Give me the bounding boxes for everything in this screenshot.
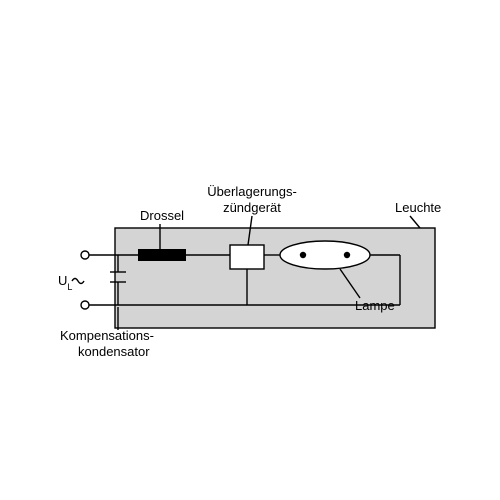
label-zuendgeraet-2: zündgerät [223, 200, 281, 215]
label-voltage: UL [58, 273, 72, 292]
label-drossel: Drossel [140, 208, 184, 223]
ac-symbol [72, 279, 84, 284]
label-komp-2: kondensator [78, 344, 150, 359]
label-komp-1: Kompensations- [60, 328, 154, 343]
label-lampe: Lampe [355, 298, 395, 313]
label-zuendgeraet-1: Überlagerungs- [207, 184, 297, 199]
label-leuchte: Leuchte [395, 200, 441, 215]
